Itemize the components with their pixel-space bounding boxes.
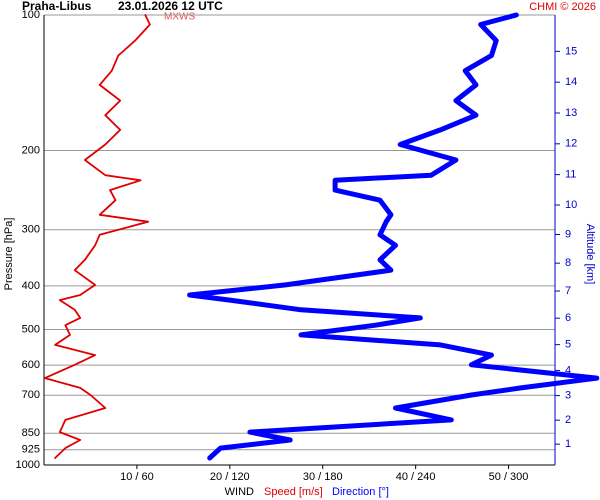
y2-tick-label: 14 (565, 76, 577, 88)
y-tick-label: 600 (22, 359, 40, 371)
y2-tick-label: 11 (565, 169, 576, 181)
y-tick-label: 200 (22, 144, 40, 156)
legend-speed: Speed [m/s] (264, 486, 323, 498)
y2-tick-label: 7 (565, 285, 571, 297)
y2-tick-label: 12 (565, 138, 577, 150)
y-tick-label: 500 (22, 323, 40, 335)
y2-tick-label: 9 (565, 228, 571, 240)
y-tick-label: 100 (22, 9, 40, 21)
y2-tick-label: 10 (565, 199, 577, 211)
y2-tick-label: 6 (565, 312, 571, 324)
chart-title: Praha-Libus (22, 0, 92, 13)
credit: CHMI © 2026 (529, 1, 596, 13)
y2-tick-label: 13 (565, 107, 577, 119)
profile-line (44, 14, 151, 459)
annotation: MXWS (164, 12, 195, 23)
y-tick-label: 700 (22, 389, 40, 401)
x-tick-label: 40 / 240 (396, 471, 436, 483)
profile-line (187, 12, 600, 461)
y2-tick-label: 15 (565, 45, 577, 57)
y-tick-label: 1000 (16, 459, 40, 471)
y2-tick-label: 5 (565, 339, 571, 351)
y-tick-label: 300 (22, 224, 40, 236)
x-tick-label: 20 / 120 (210, 471, 250, 483)
x-tick-label: 50 / 300 (489, 471, 529, 483)
x-tick-label: 30 / 180 (303, 471, 343, 483)
y-tick-label: 850 (22, 427, 40, 439)
y2-tick-label: 3 (565, 390, 571, 402)
y2-axis-label: Altitude [km] (584, 224, 596, 285)
y-tick-label: 400 (22, 280, 40, 292)
legend-direction: Direction [°] (332, 486, 389, 498)
y-tick-label: 925 (22, 444, 40, 456)
x-tick-label: 10 / 60 (120, 471, 154, 483)
y2-tick-label: 4 (565, 364, 571, 376)
y2-tick-label: 2 (565, 414, 571, 426)
y-axis-label: Pressure [hPa] (3, 218, 15, 291)
y2-tick-label: 8 (565, 257, 571, 269)
x-axis-label: WIND (225, 486, 254, 498)
chart-subtitle: 23.01.2026 12 UTC (118, 0, 223, 13)
y2-tick-label: 1 (565, 438, 571, 450)
